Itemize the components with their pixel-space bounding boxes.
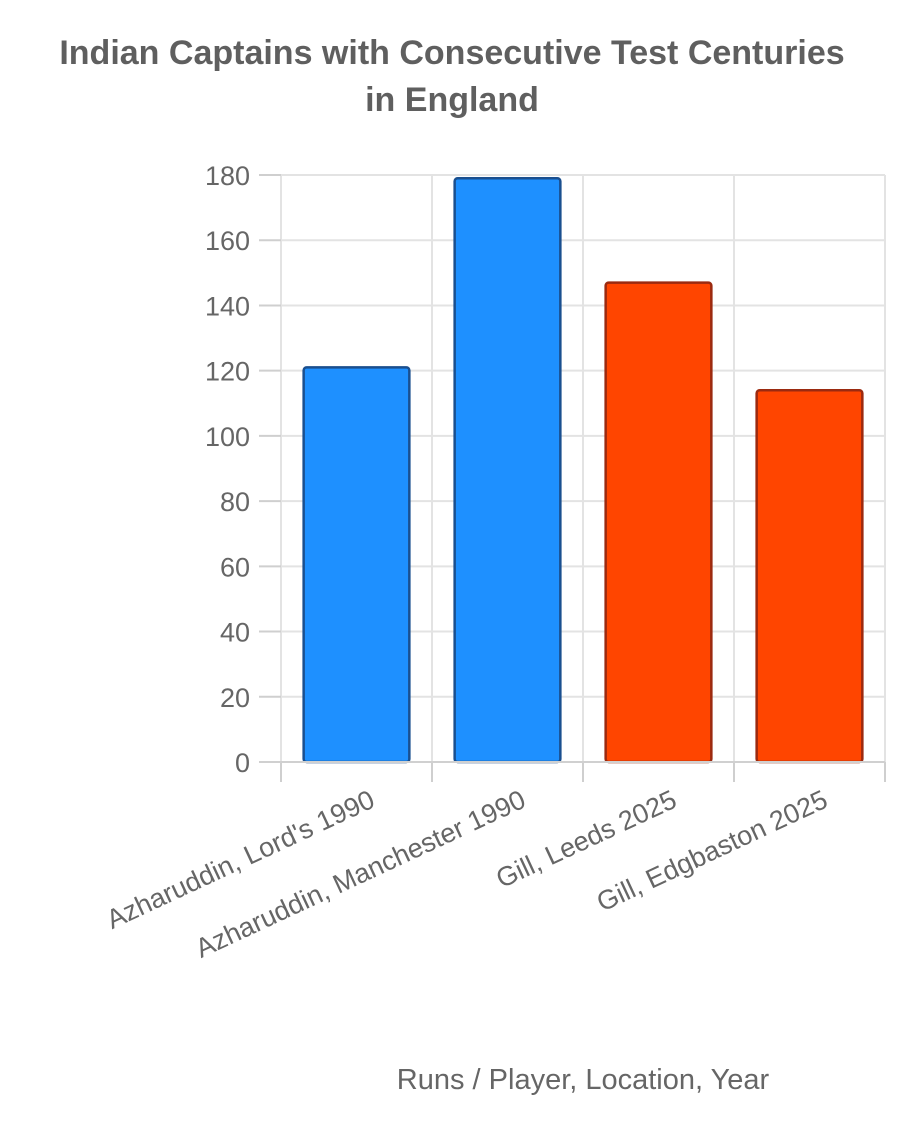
y-tick-label-5: 100 (205, 422, 250, 452)
chart-title-line-1: Indian Captains with Consecutive Test Ce… (59, 34, 844, 72)
y-tick-label-9: 180 (205, 161, 250, 191)
y-tick-label-8: 160 (205, 226, 250, 256)
x-category-label-0: Azharuddin, Lord's 1990 (102, 784, 379, 935)
y-axis-tick-labels: 0 20 40 60 80 100 120 140 160 180 (205, 161, 250, 778)
y-tick-label-4: 80 (220, 487, 250, 517)
y-tick-label-1: 20 (220, 683, 250, 713)
y-tick-label-6: 120 (205, 357, 250, 387)
y-tick-label-3: 60 (220, 552, 250, 582)
axes (259, 174, 886, 782)
y-tick-label-2: 40 (220, 618, 250, 648)
bar-0 (302, 366, 411, 764)
x-axis-title: Runs / Player, Location, Year (397, 1064, 770, 1096)
y-tick-label-7: 140 (205, 291, 250, 321)
bar-3 (755, 388, 864, 764)
bar-1 (453, 177, 562, 764)
chart-title: Indian Captains with Consecutive Test Ce… (59, 34, 844, 119)
y-tick-label-0: 0 (235, 748, 250, 778)
bar-2 (604, 281, 713, 764)
chart-title-line-2: in England (365, 81, 539, 119)
